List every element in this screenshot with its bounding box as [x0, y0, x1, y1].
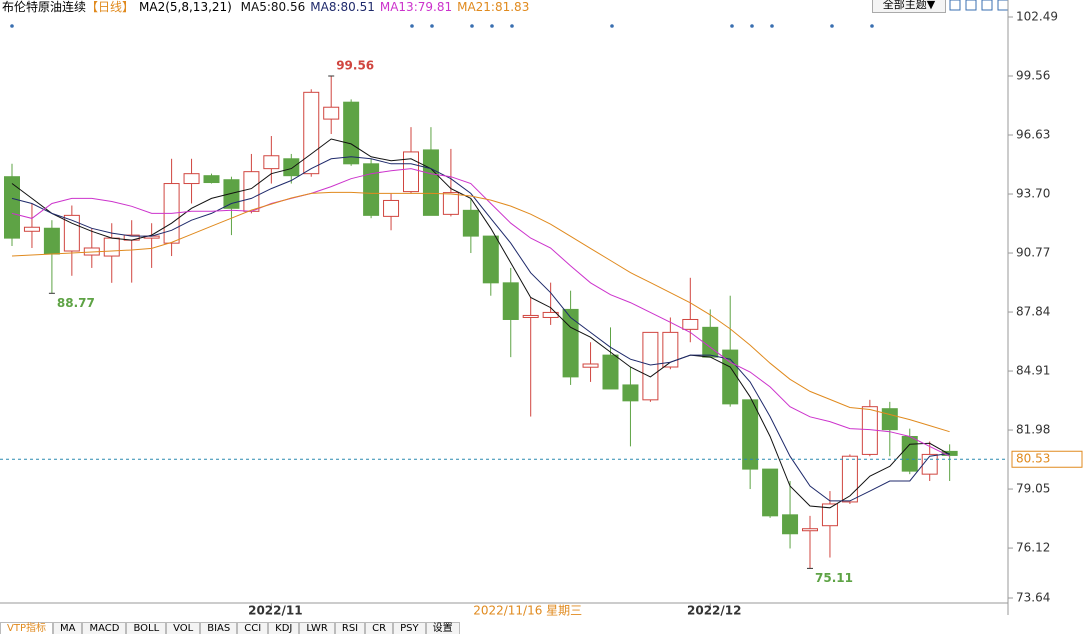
- y-tick-label: 96.63: [1016, 128, 1050, 142]
- icon[interactable]: [965, 0, 977, 11]
- legend-entry: MA21:81.83: [457, 0, 530, 14]
- candle-body: [702, 326, 719, 358]
- candle-body: [462, 209, 479, 237]
- ma-line: [11, 156, 950, 502]
- ma-line: [11, 191, 950, 433]
- candle-body: [841, 455, 858, 503]
- y-tick-label: 93.70: [1016, 187, 1050, 201]
- candle-body: [203, 175, 220, 184]
- candle-body: [881, 408, 898, 431]
- last-price-label: 80.53: [1016, 452, 1050, 466]
- y-tick-label: 79.05: [1016, 482, 1050, 496]
- candle-body: [802, 528, 818, 532]
- indicator-tab[interactable]: PSY: [393, 622, 426, 634]
- candle-body: [602, 354, 619, 390]
- legend: 布伦特原油连续【日线】 MA2(5,8,13,21) MA5:80.56 MA8:8…: [2, 0, 534, 15]
- indicator-tab[interactable]: BIAS: [200, 622, 238, 634]
- theme-button[interactable]: 全部主题▼: [872, 0, 946, 13]
- candle-body: [183, 173, 200, 185]
- indicator-tab[interactable]: MACD: [82, 622, 127, 634]
- y-tick-label: 73.64: [1016, 591, 1050, 605]
- candle-body: [502, 282, 519, 320]
- indicator-tab[interactable]: VOL: [166, 622, 201, 634]
- indicator-tab[interactable]: LWR: [299, 622, 335, 634]
- last-price-box: [1011, 450, 1083, 468]
- ma-line: [11, 138, 950, 509]
- icon[interactable]: [997, 0, 1009, 11]
- candle-body: [622, 384, 639, 402]
- legend-entry: MA5:80.56: [240, 0, 306, 14]
- candle-body: [403, 151, 419, 193]
- candle-body: [682, 318, 699, 330]
- candle-body: [482, 235, 499, 284]
- candle-body: [383, 199, 400, 217]
- candle-body: [23, 226, 40, 232]
- indicator-tab[interactable]: VTP指标: [0, 622, 53, 634]
- ma-group: MA2(5,8,13,21): [139, 0, 232, 14]
- y-tick-label: 102.49: [1016, 10, 1058, 24]
- indicator-tab[interactable]: KDJ: [268, 622, 300, 634]
- indicator-tab[interactable]: MA: [52, 622, 83, 634]
- indicator-tabs: VTP指标 MA MACD BOLL VOL BIAS CCI KDJ LWR RSI CR PSY 设…: [0, 622, 460, 634]
- candle-body: [263, 155, 280, 170]
- candle-body: [522, 314, 539, 318]
- candle-body: [4, 176, 20, 239]
- candle-body: [343, 101, 360, 165]
- y-tick-label: 90.77: [1016, 246, 1050, 260]
- candle-body: [422, 149, 439, 216]
- legend-entry: MA13:79.81: [379, 0, 453, 14]
- period: 【日线】: [86, 0, 135, 14]
- candle-body: [782, 514, 799, 535]
- ma-line: [11, 168, 950, 457]
- candle-body: [223, 179, 240, 209]
- legend-entry: MA8:80.51: [310, 0, 375, 14]
- candle-body: [243, 171, 260, 212]
- indicator-tab[interactable]: BOLL: [126, 622, 167, 634]
- indicator-tab[interactable]: CCI: [237, 622, 269, 634]
- candle-body: [303, 91, 320, 175]
- indicator-tab[interactable]: RSI: [334, 622, 366, 634]
- candle-body: [941, 450, 958, 456]
- candle-body: [363, 163, 380, 216]
- title: 布伦特原油连续: [2, 0, 87, 14]
- extreme-label: 75.11: [815, 571, 853, 585]
- candle-body: [103, 237, 120, 257]
- icon[interactable]: [949, 0, 961, 11]
- candle-body: [742, 399, 759, 470]
- candle-body: [642, 331, 659, 401]
- y-tick-label: 99.56: [1016, 69, 1050, 83]
- candle-body: [762, 468, 779, 517]
- candle-body: [323, 106, 340, 120]
- x-tick-label: 2022/11: [248, 604, 302, 618]
- y-tick-label: 81.98: [1016, 423, 1050, 437]
- candle-body: [662, 331, 679, 368]
- indicator-tab[interactable]: 设置: [425, 622, 460, 634]
- indicator-tab[interactable]: CR: [365, 622, 394, 634]
- y-tick-label: 76.12: [1016, 541, 1050, 555]
- candle-body: [562, 308, 579, 378]
- icon[interactable]: [981, 0, 993, 11]
- event-markers: [10, 24, 874, 28]
- x-tick-label: 2022/12: [687, 604, 741, 618]
- extreme-label: 88.77: [57, 296, 95, 310]
- candle-body: [921, 453, 938, 475]
- y-tick-label: 84.91: [1016, 364, 1050, 378]
- y-tick-label: 87.84: [1016, 305, 1050, 319]
- crosshair-label: 2022/11/16 星期三: [473, 604, 582, 618]
- candle-body: [582, 363, 599, 368]
- candle-body: [442, 192, 459, 215]
- candle-body: [283, 158, 300, 177]
- candle-body: [821, 503, 838, 527]
- extreme-label: 99.56: [336, 59, 374, 73]
- candle-body: [901, 435, 918, 472]
- candle-body: [43, 227, 60, 255]
